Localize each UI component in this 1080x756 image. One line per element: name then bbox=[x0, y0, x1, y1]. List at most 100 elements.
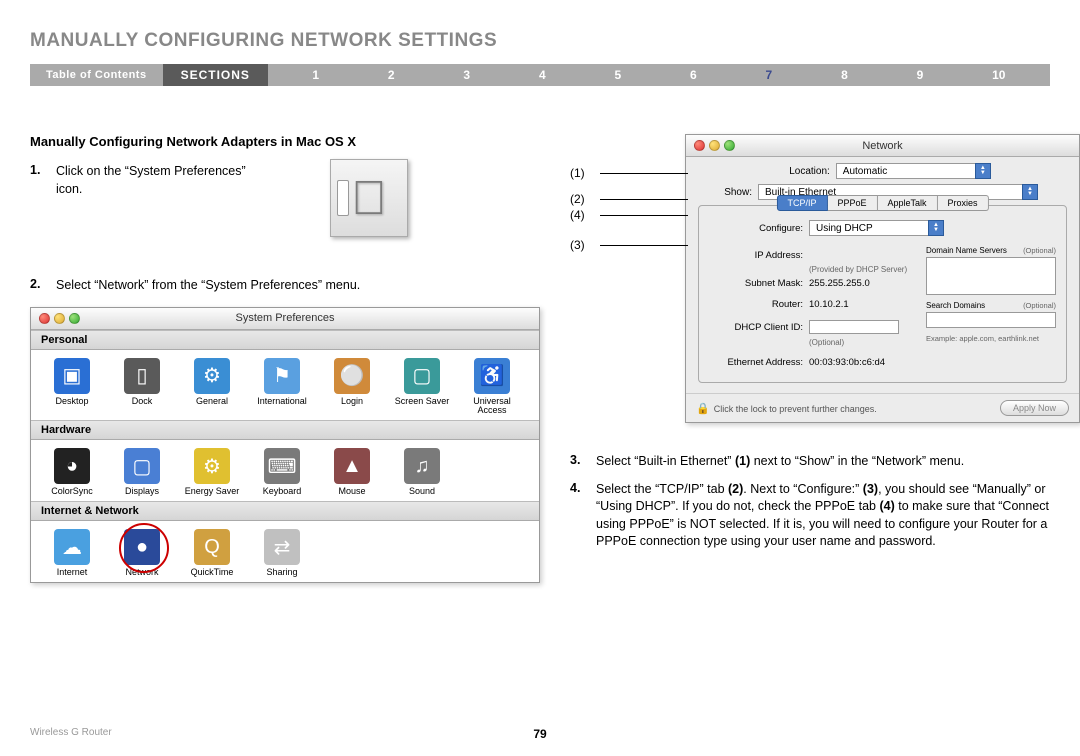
sp-item-label: Dock bbox=[111, 397, 173, 407]
minimize-icon[interactable] bbox=[709, 140, 720, 151]
sp-item-label: Internet bbox=[41, 568, 103, 578]
location-label: Location: bbox=[789, 166, 836, 177]
sp-item-login[interactable]: ⚪Login bbox=[321, 358, 383, 417]
screen-saver-icon: ▢ bbox=[404, 358, 440, 394]
close-icon[interactable] bbox=[39, 313, 50, 324]
sp-item-universal-access[interactable]: ♿Universal Access bbox=[461, 358, 523, 417]
system-preferences-icon:  bbox=[330, 159, 408, 237]
subnet-label: Subnet Mask: bbox=[709, 278, 809, 289]
sp-item-label: QuickTime bbox=[181, 568, 243, 578]
sp-item-keyboard[interactable]: ⌨Keyboard bbox=[251, 448, 313, 497]
step-number: 4. bbox=[570, 481, 596, 551]
sp-item-dock[interactable]: ▯Dock bbox=[111, 358, 173, 417]
sp-item-network[interactable]: ●Network bbox=[111, 529, 173, 578]
tab-appletalk[interactable]: AppleTalk bbox=[878, 195, 938, 211]
router-label: Router: bbox=[709, 299, 809, 310]
nav-section-8[interactable]: 8 bbox=[841, 68, 848, 82]
callout-1: (1) bbox=[570, 166, 600, 180]
nav-section-3[interactable]: 3 bbox=[463, 68, 470, 82]
sp-item-label: International bbox=[251, 397, 313, 407]
tab-pppoe[interactable]: PPPoE bbox=[827, 195, 877, 211]
dns-input[interactable] bbox=[926, 257, 1056, 295]
sp-item-colorsync[interactable]: ◕ ColorSync bbox=[41, 448, 103, 497]
colorsync-icon: ◕ bbox=[54, 448, 90, 484]
sp-item-label: Mouse bbox=[321, 487, 383, 497]
sp-item-mouse[interactable]: ▲ Mouse bbox=[321, 448, 383, 497]
sp-item-sharing[interactable]: ⇄Sharing bbox=[251, 529, 313, 578]
ethernet-label: Ethernet Address: bbox=[709, 357, 809, 368]
nav-sections-label: SECTIONS bbox=[163, 64, 268, 86]
apple-logo-icon:  bbox=[351, 171, 387, 226]
network-icon: ● bbox=[124, 529, 160, 565]
ethernet-value: 00:03:93:0b:c6:d4 bbox=[809, 357, 885, 368]
dropdown-icon: ▲▼ bbox=[1022, 184, 1038, 200]
keyboard-icon: ⌨ bbox=[264, 448, 300, 484]
minimize-icon[interactable] bbox=[54, 313, 65, 324]
sp-item-label: Login bbox=[321, 397, 383, 407]
sp-item-international[interactable]: ⚑ International bbox=[251, 358, 313, 417]
mouse-icon: ▲ bbox=[334, 448, 370, 484]
sp-item-label: Sound bbox=[391, 487, 453, 497]
lock-icon[interactable]: 🔒 bbox=[696, 403, 710, 415]
sp-item-label: Energy Saver bbox=[181, 487, 243, 497]
subnet-value: 255.255.255.0 bbox=[809, 278, 870, 289]
nav-section-9[interactable]: 9 bbox=[917, 68, 924, 82]
sp-item-label: Desktop bbox=[41, 397, 103, 407]
configure-label: Configure: bbox=[709, 223, 809, 234]
tab-tcp/ip[interactable]: TCP/IP bbox=[776, 195, 827, 211]
configure-select[interactable]: Using DHCP▲▼ bbox=[809, 220, 929, 236]
window-title: System Preferences bbox=[235, 312, 334, 324]
close-icon[interactable] bbox=[694, 140, 705, 151]
window-title: Network bbox=[862, 140, 902, 152]
show-label: Show: bbox=[698, 187, 758, 198]
nav-section-6[interactable]: 6 bbox=[690, 68, 697, 82]
nav-bar: Table of Contents SECTIONS 1 2 3 4 5 6 7 8 9 10 bbox=[30, 64, 1050, 86]
location-select[interactable]: Automatic▲▼ bbox=[836, 163, 976, 179]
international-icon: ⚑ bbox=[264, 358, 300, 394]
nav-section-4[interactable]: 4 bbox=[539, 68, 546, 82]
nav-section-5[interactable]: 5 bbox=[614, 68, 621, 82]
sp-item-label: Screen Saver bbox=[391, 397, 453, 407]
sp-item-label: Universal Access bbox=[461, 397, 523, 417]
step-number: 1. bbox=[30, 163, 56, 198]
window-titlebar: System Preferences bbox=[31, 308, 539, 330]
sp-item-displays[interactable]: ▢Displays bbox=[111, 448, 173, 497]
sd-optional: (Optional) bbox=[1023, 301, 1056, 310]
search-domains-label: Search Domains bbox=[926, 301, 985, 310]
callout-3: (3) bbox=[570, 238, 600, 252]
dhcp-client-input[interactable] bbox=[809, 320, 899, 334]
search-domains-input[interactable] bbox=[926, 312, 1056, 328]
step-text: Select the “TCP/IP” tab (2). Next to “Co… bbox=[596, 481, 1070, 551]
callout-2: (2) bbox=[570, 192, 600, 206]
step-number: 3. bbox=[570, 453, 596, 471]
ip-sub: (Provided by DHCP Server) bbox=[809, 265, 907, 274]
sp-section-header: Internet & Network bbox=[31, 501, 539, 521]
sp-item-label: ColorSync bbox=[41, 487, 103, 497]
zoom-icon[interactable] bbox=[724, 140, 735, 151]
nav-numbers: 1 2 3 4 5 6 7 8 9 10 bbox=[268, 68, 1050, 82]
dropdown-icon: ▲▼ bbox=[928, 220, 944, 236]
nav-section-7[interactable]: 7 bbox=[766, 68, 773, 82]
sp-item-general[interactable]: ⚙General bbox=[181, 358, 243, 417]
sp-item-label: Sharing bbox=[251, 568, 313, 578]
sp-item-energy-saver[interactable]: ⚙Energy Saver bbox=[181, 448, 243, 497]
nav-section-10[interactable]: 10 bbox=[992, 68, 1005, 82]
sp-item-desktop[interactable]: ▣ Desktop bbox=[41, 358, 103, 417]
subtitle: Manually Configuring Network Adapters in… bbox=[30, 134, 540, 149]
system-preferences-window: System Preferences Personal▣Desktop▯Dock… bbox=[30, 307, 540, 584]
sp-item-screen-saver[interactable]: ▢ Screen Saver bbox=[391, 358, 453, 417]
sp-item-sound[interactable]: ♫ Sound bbox=[391, 448, 453, 497]
window-titlebar: Network bbox=[686, 135, 1079, 157]
apply-now-button[interactable]: Apply Now bbox=[1000, 400, 1069, 416]
internet-icon: ☁ bbox=[54, 529, 90, 565]
nav-toc[interactable]: Table of Contents bbox=[30, 69, 163, 81]
sp-item-internet[interactable]: ☁ Internet bbox=[41, 529, 103, 578]
nav-section-1[interactable]: 1 bbox=[312, 68, 319, 82]
lock-text: Click the lock to prevent further change… bbox=[714, 404, 877, 414]
zoom-icon[interactable] bbox=[69, 313, 80, 324]
sound-icon: ♫ bbox=[404, 448, 440, 484]
nav-section-2[interactable]: 2 bbox=[388, 68, 395, 82]
desktop-icon: ▣ bbox=[54, 358, 90, 394]
tab-proxies[interactable]: Proxies bbox=[938, 195, 989, 211]
sp-item-quicktime[interactable]: QQuickTime bbox=[181, 529, 243, 578]
